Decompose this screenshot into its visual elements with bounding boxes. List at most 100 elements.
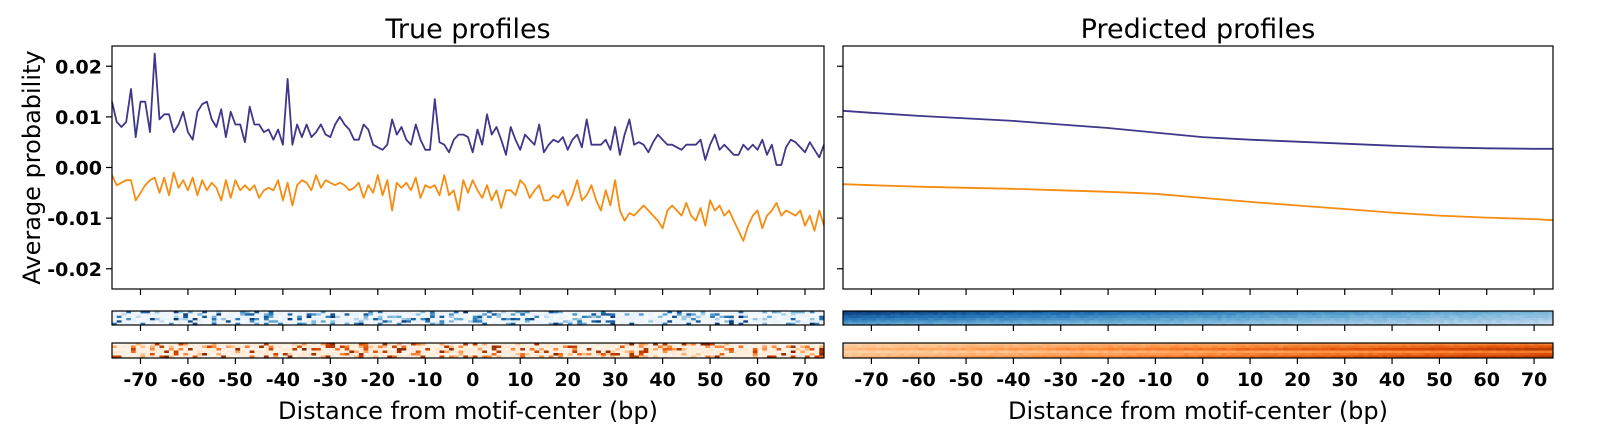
heatmap-cell [819,313,825,316]
heatmap-cell [1316,355,1322,359]
heatmap-cell [1013,313,1019,316]
heatmap-cell [624,318,630,321]
heatmap-cell [382,355,388,359]
heatmap-cell [918,315,924,319]
heatmap-cell [643,355,649,359]
heatmap-cell [1018,313,1024,316]
heatmap-cell [1074,345,1081,349]
heatmap-cell [335,350,341,354]
heatmap-cell [130,315,137,319]
heatmap-cell [335,320,341,323]
heatmap-cell [605,322,611,326]
heatmap-cell [1003,345,1010,349]
heatmap-cell [463,315,469,319]
heatmap-cell [1250,311,1256,314]
heatmap-cell [225,353,232,356]
x-tick-label: 0 [1196,369,1209,391]
heatmap-cell [1098,322,1104,326]
heatmap-cell [714,355,720,359]
x-tick-label: 50 [1426,369,1452,391]
heatmap-cell [586,353,592,356]
heatmap-cell [211,345,217,349]
heatmap-cell [610,322,616,326]
heatmap-cell [1396,315,1402,319]
heatmap-cell [1108,315,1114,319]
heatmap-cell [857,345,863,349]
heatmap-cell [956,348,962,351]
heatmap-cell [444,313,450,316]
heatmap-cell [1193,313,1199,316]
heatmap-cell [1396,320,1402,323]
heatmap-cell [624,348,630,351]
heatmap-cell [795,350,801,354]
heatmap-cell [866,348,872,351]
heatmap-cell [672,353,678,356]
heatmap-cell [762,320,768,323]
heatmap-cell [1013,318,1019,321]
heatmap-cell [1396,343,1402,346]
heatmap-cell [434,322,440,326]
heatmap-cell [358,345,364,349]
heatmap-cell [1259,350,1265,354]
heatmap-cell [216,350,222,354]
heatmap-cell [1283,320,1289,323]
heatmap-cell [814,348,820,351]
heatmap-cell [491,348,497,351]
heatmap-cell [1543,355,1549,359]
heatmap-cell [605,348,611,351]
heatmap-cell [543,343,550,346]
heatmap-cell [1472,318,1478,321]
heatmap-cell [121,348,127,351]
heatmap-cell [211,348,217,351]
heatmap-cell [1283,345,1289,349]
heatmap-cell [743,311,749,314]
heatmap-cell [1448,315,1454,319]
heatmap-cell [843,355,849,359]
heatmap-cell [396,315,402,319]
heatmap-cell [1150,353,1156,356]
heatmap-cell [496,348,502,351]
heatmap-cell [221,311,227,314]
heatmap-cell [909,313,915,316]
heatmap-cell [1500,315,1507,319]
heatmap-cell [1183,315,1189,319]
heatmap-cell [928,318,934,321]
heatmap-cell [273,355,279,359]
heatmap-cell [112,343,118,346]
heatmap-cell [482,318,488,321]
heatmap-cell [216,311,222,314]
heatmap-cell [130,343,137,346]
heatmap-cell [235,348,241,351]
heatmap-cell [1453,345,1459,349]
heatmap-cell [235,350,241,354]
heatmap-cell [1131,350,1137,354]
heatmap-cell [1401,315,1407,319]
heatmap-cell [164,313,170,316]
heatmap-cell [643,318,649,321]
heatmap-cell [510,315,516,319]
heatmap-cell [800,318,806,321]
heatmap-cell [482,350,488,354]
heatmap-cell [149,322,156,326]
heatmap-cell [1070,353,1076,356]
heatmap-cell [477,315,483,319]
heatmap-cell [297,311,303,314]
heatmap-cell [577,320,583,323]
heatmap-cell [149,355,156,359]
heatmap-cell [339,313,345,316]
heatmap-cell [942,348,948,351]
heatmap-cell [287,322,293,326]
heatmap-cell [880,318,886,321]
heatmap-cell [221,345,227,349]
heatmap-cell [985,311,991,314]
heatmap-cell [1335,315,1341,319]
heatmap-cell [1108,313,1114,316]
heatmap-cell [206,318,213,321]
heatmap-cell [871,353,877,356]
heatmap-cell [387,348,393,351]
heatmap-cell [439,348,445,351]
heatmap-cell [306,315,312,319]
heatmap-cell [676,355,682,359]
heatmap-cell [387,313,393,316]
heatmap-cell [733,355,739,359]
